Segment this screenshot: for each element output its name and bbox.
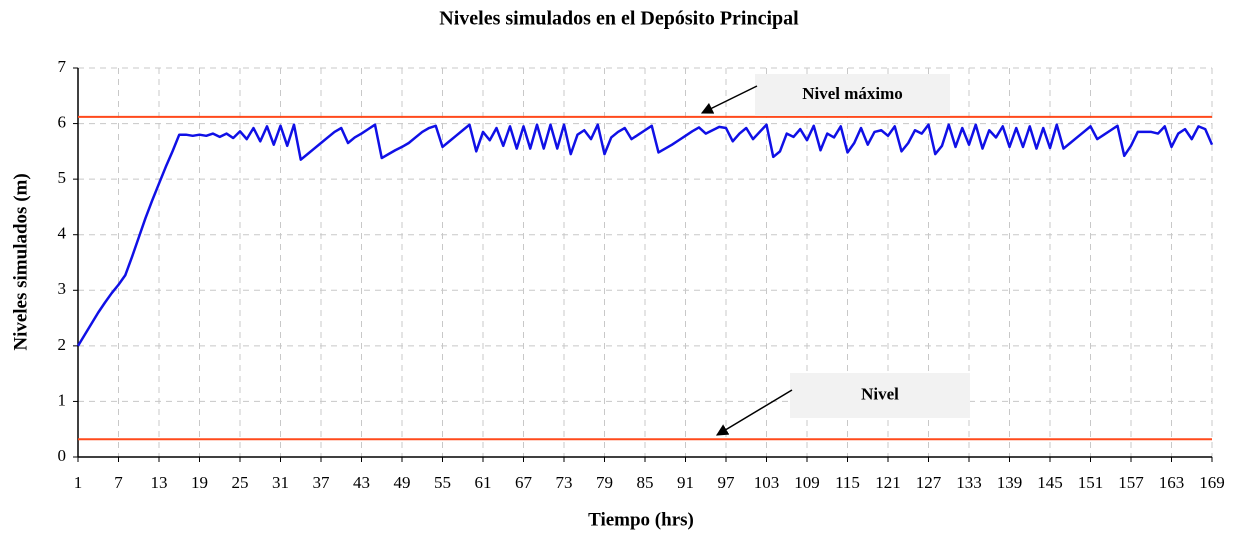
y-tick-label: 4 — [58, 224, 67, 243]
y-tick-label: 3 — [58, 279, 67, 298]
x-tick-label: 91 — [677, 473, 694, 492]
x-tick-label: 61 — [475, 473, 492, 492]
y-tick-label: 2 — [58, 335, 67, 354]
x-tick-label: 115 — [835, 473, 860, 492]
x-axis-title: Tiempo (hrs) — [588, 509, 694, 530]
annotation-box — [755, 74, 950, 116]
x-tick-label: 109 — [794, 473, 820, 492]
annotation-box — [790, 373, 970, 418]
x-tick-label: 37 — [313, 473, 331, 492]
annotation-label: Nivel — [861, 384, 899, 403]
y-tick-label: 6 — [58, 112, 67, 131]
x-tick-label: 43 — [353, 473, 370, 492]
annotation-arrow — [715, 389, 793, 436]
x-tick-label: 55 — [434, 473, 451, 492]
x-tick-label: 67 — [515, 473, 533, 492]
x-tick-label: 7 — [114, 473, 123, 492]
x-tick-label: 97 — [718, 473, 736, 492]
x-tick-label: 127 — [916, 473, 942, 492]
chart-title: Niveles simulados en el Depósito Princip… — [439, 8, 799, 30]
annotation-arrow — [700, 85, 758, 114]
y-tick-label: 1 — [58, 390, 67, 409]
data-line — [76, 123, 1214, 347]
y-tick-label: 5 — [58, 168, 67, 187]
x-tick-label: 103 — [754, 473, 780, 492]
x-tick-label: 85 — [637, 473, 654, 492]
y-axis-title: Niveles simulados (m) — [10, 173, 31, 350]
x-tick-label: 25 — [232, 473, 249, 492]
x-tick-label: 157 — [1118, 473, 1144, 492]
x-tick-label: 19 — [191, 473, 208, 492]
x-tick-label: 49 — [394, 473, 411, 492]
x-tick-label: 151 — [1078, 473, 1104, 492]
y-tick-label: 0 — [58, 446, 67, 465]
x-tick-label: 133 — [956, 473, 982, 492]
x-tick-label: 169 — [1199, 473, 1225, 492]
x-tick-label: 73 — [556, 473, 573, 492]
x-tick-label: 163 — [1159, 473, 1185, 492]
x-tick-label: 145 — [1037, 473, 1063, 492]
x-tick-label: 31 — [272, 473, 289, 492]
y-tick-label: 7 — [58, 57, 67, 76]
x-tick-label: 13 — [151, 473, 168, 492]
x-tick-label: 139 — [997, 473, 1023, 492]
x-tick-label: 1 — [74, 473, 83, 492]
x-tick-label: 121 — [875, 473, 901, 492]
x-tick-label: 79 — [596, 473, 613, 492]
annotation-label: Nivel máximo — [802, 84, 903, 103]
